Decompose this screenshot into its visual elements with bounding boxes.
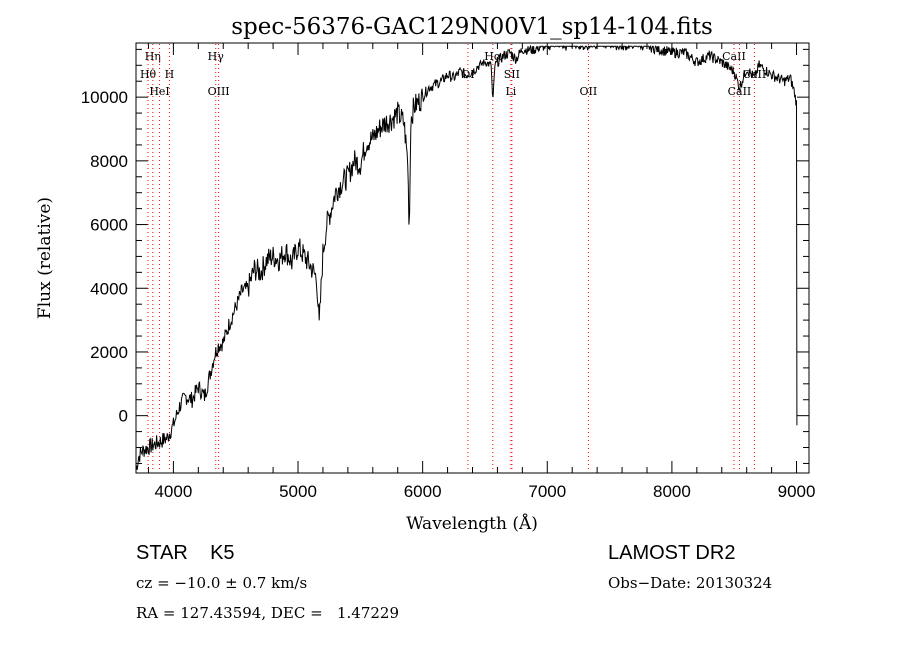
chart-title: spec-56376-GAC129N00V1_sp14-104.fits: [231, 14, 713, 40]
x-tick-label: 4000: [154, 482, 192, 501]
object-class: STAR K5: [136, 542, 235, 564]
spectral-line-label: Hη: [145, 50, 161, 63]
y-tick-label: 4000: [90, 279, 128, 298]
x-tick-label: 5000: [279, 482, 317, 501]
spectral-line-label: HeI: [149, 85, 169, 98]
spectral-line-label: SII: [504, 68, 520, 81]
y-tick-label: 8000: [90, 152, 128, 171]
plot-frame: [135, 42, 810, 474]
x-tick-label: 7000: [528, 482, 566, 501]
y-tick-label: 0: [119, 407, 128, 426]
spectral-line-label: Hγ: [208, 50, 225, 63]
x-tick-label: 6000: [404, 482, 442, 501]
x-tick-label: 9000: [778, 482, 816, 501]
spectral-line-label: OIII: [208, 85, 230, 98]
survey-name: LAMOST DR2: [608, 542, 736, 564]
spectral-line-label: OII: [580, 85, 598, 98]
spectral-line-label: CaII: [722, 50, 746, 63]
y-tick-label: 10000: [81, 88, 128, 107]
plot-area: 4000 5000 6000 7000 8000 9000 0 2000 4000 6000 800…: [81, 43, 816, 501]
spectrum-line: [135, 44, 798, 471]
spectral-line-label: Hθ: [140, 68, 157, 81]
spectral-line-label: Li: [505, 85, 516, 98]
spectral-line-label: H: [165, 68, 175, 81]
y-tick-label: 6000: [90, 216, 128, 235]
x-axis-label: Wavelength (Å): [406, 513, 538, 534]
spectral-line-label: CaII: [728, 85, 752, 98]
y-tick-label: 2000: [90, 343, 128, 362]
obs-date: Obs−Date: 20130324: [608, 574, 773, 592]
coordinates: RA = 127.43594, DEC = 1.47229: [136, 604, 400, 622]
redshift-text: cz = −10.0 ± 0.7 km/s: [136, 574, 308, 592]
y-axis-label: Flux (relative): [35, 197, 55, 319]
x-tick-label: 8000: [653, 482, 691, 501]
